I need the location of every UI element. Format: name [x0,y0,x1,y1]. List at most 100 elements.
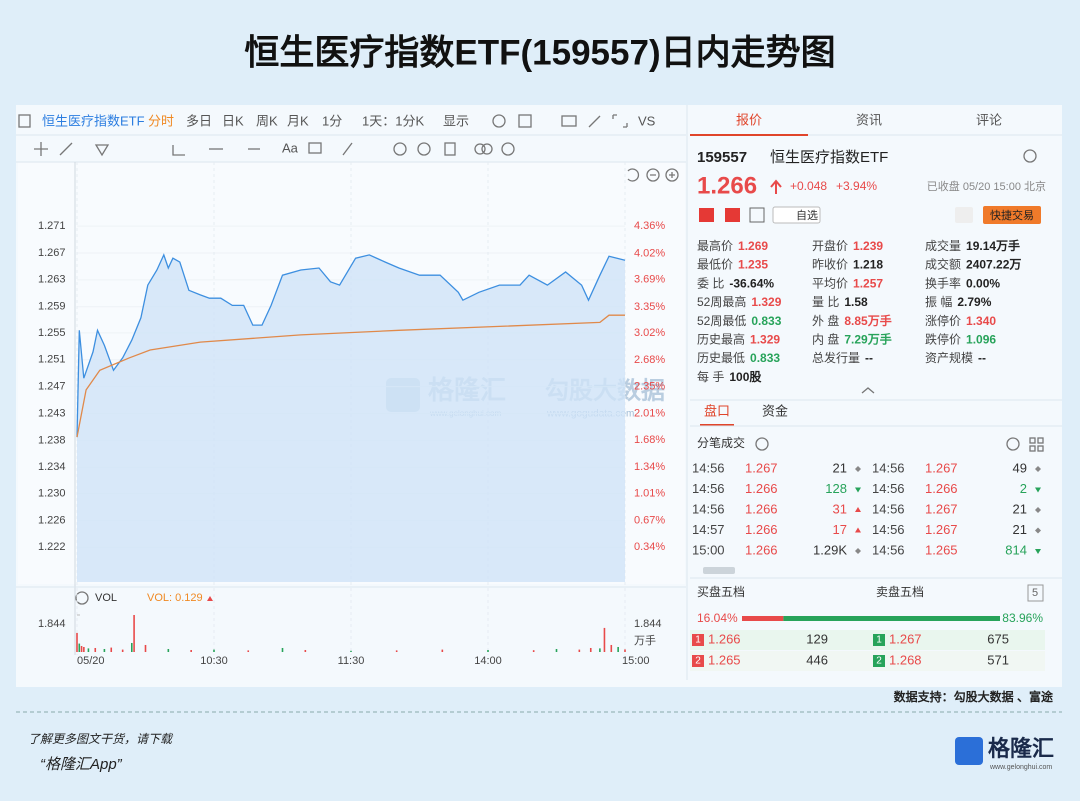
app-name: “格隆汇App” [40,756,123,773]
toolbar-icons [18,114,1044,605]
trade-price: 1.265 [925,542,958,557]
page-title: 恒生医疗指数ETF(159557)日内走势图 [244,33,835,72]
trade-volume: 2 [1020,481,1027,496]
volume-bar [350,650,352,652]
level-badge [873,655,885,667]
stat-value: 1.340 [966,314,996,328]
toolbar-item[interactable]: VS [638,113,656,128]
stat-label: 每 手 [697,369,724,384]
sell-ratio-bar [783,616,1000,621]
trade-time: 14:56 [872,542,905,557]
volume-bar [610,644,613,652]
stat: 委 比 -36.64% [697,277,774,291]
indicator-value: VOL: 0.129 [147,592,203,604]
volume-bar [589,647,592,652]
stat: 成交量 19.14万手 [925,238,1020,253]
market-status: 已收盘 05/20 15:00 北京 [927,179,1046,193]
volume-bar [603,627,606,652]
indicator-arrow [207,596,213,601]
sell-ratio: 83.96% [1002,611,1043,625]
volume-bar [83,646,85,652]
logo-text: 格隆汇 [988,736,1054,761]
tab[interactable]: 评论 [976,112,1002,127]
stat-value: 0.00% [966,277,1000,291]
quick-trade-button[interactable] [983,206,1041,224]
book-volume: 571 [987,652,1009,667]
volume-bar [121,649,124,652]
stat: 最高价 1.269 [697,238,768,253]
volume-bar [532,650,535,652]
quick-trade-label: 快捷交易 [990,208,1034,222]
trade-volume: 49 [1013,460,1027,475]
stat-label: 振 幅 [925,294,952,309]
book-tab[interactable]: 资金 [762,403,788,418]
stat: 历史最高 1.329 [697,332,780,347]
toolbar-item[interactable]: 日K [222,113,244,128]
toolbar-item[interactable]: 1分 [322,113,342,128]
level-badge [692,634,704,646]
stat-value: -- [978,351,986,365]
trade-volume: 1.29K [813,542,847,557]
trade-time: 15:00 [692,542,725,557]
stat-label: 平均价 [812,277,848,291]
toolbar-item[interactable]: 月K [287,113,309,128]
y2-tick-label: 3.35% [634,301,665,313]
stat-label: 历史最低 [697,351,745,365]
toolbar-item[interactable]: 分时 [148,113,174,128]
stat-value: 1.257 [853,277,883,291]
dir-flat [855,548,861,554]
indicator-name: VOL [95,592,117,604]
price-change: +0.048 [790,179,827,193]
dir-down [1035,549,1041,554]
book-title: 买盘五档 [697,584,745,599]
stat: 历史最低 0.833 [697,351,780,365]
y-tick-label: 1.255 [38,327,66,339]
toolbar-item[interactable]: 多日 [186,113,212,128]
stat-label: 最低价 [697,258,733,272]
stat-value: 19.14万手 [966,238,1020,253]
volume-bar [103,648,106,652]
promo: 了解更多图文干货，请下载 [28,732,174,746]
volume-bar [110,647,113,652]
y2-tick-label: 2.68% [634,354,665,366]
volume-bar [190,649,192,652]
toolbar-item[interactable]: 1天：1分K [362,113,424,128]
depth-button[interactable] [1027,584,1044,602]
level-badge [692,655,704,667]
stat-value: 0.833 [751,314,781,328]
x-tick-label: 05/20 [77,655,105,667]
tab[interactable]: 报价 [736,112,762,127]
book-row-bg [690,651,1045,671]
book-price: 1.268 [889,652,922,667]
dir-up [855,527,861,533]
trade-price: 1.267 [745,460,778,475]
y-tick-label: 1.243 [38,407,66,419]
trade-time: 14:56 [872,460,905,475]
book-tab[interactable]: 盘口 [704,403,730,418]
stat-value: 2.79% [957,295,991,309]
stat-label: 跌停价 [925,332,961,347]
toolbar-item[interactable]: 恒生医疗指数ETF [42,113,145,128]
scrollbar[interactable] [703,567,735,574]
level: 1 [695,635,701,646]
stat: 资产规模 -- [925,350,986,365]
security-name: 恒生医疗指数ETF [770,149,888,166]
volume-tick-label: 1.844 [634,618,662,630]
toolbar-item[interactable]: 显示 [443,113,469,128]
stat: 开盘价 1.239 [812,238,883,253]
bell-icon[interactable] [955,207,973,223]
volume-bar [487,649,489,652]
trade-price: 1.266 [745,542,778,557]
dir-down [855,487,861,493]
watchlist-button[interactable] [772,206,821,224]
trade-volume: 31 [833,501,847,516]
toolbar-item[interactable]: 周K [256,113,278,128]
volume-bar [78,643,81,652]
stat-value: -36.64% [729,277,774,291]
volume-bar [131,642,133,652]
hk-icon [725,208,740,222]
dir-flat [1035,527,1041,534]
tab[interactable]: 资讯 [856,112,882,127]
y-tick-label: 1.222 [38,541,66,553]
